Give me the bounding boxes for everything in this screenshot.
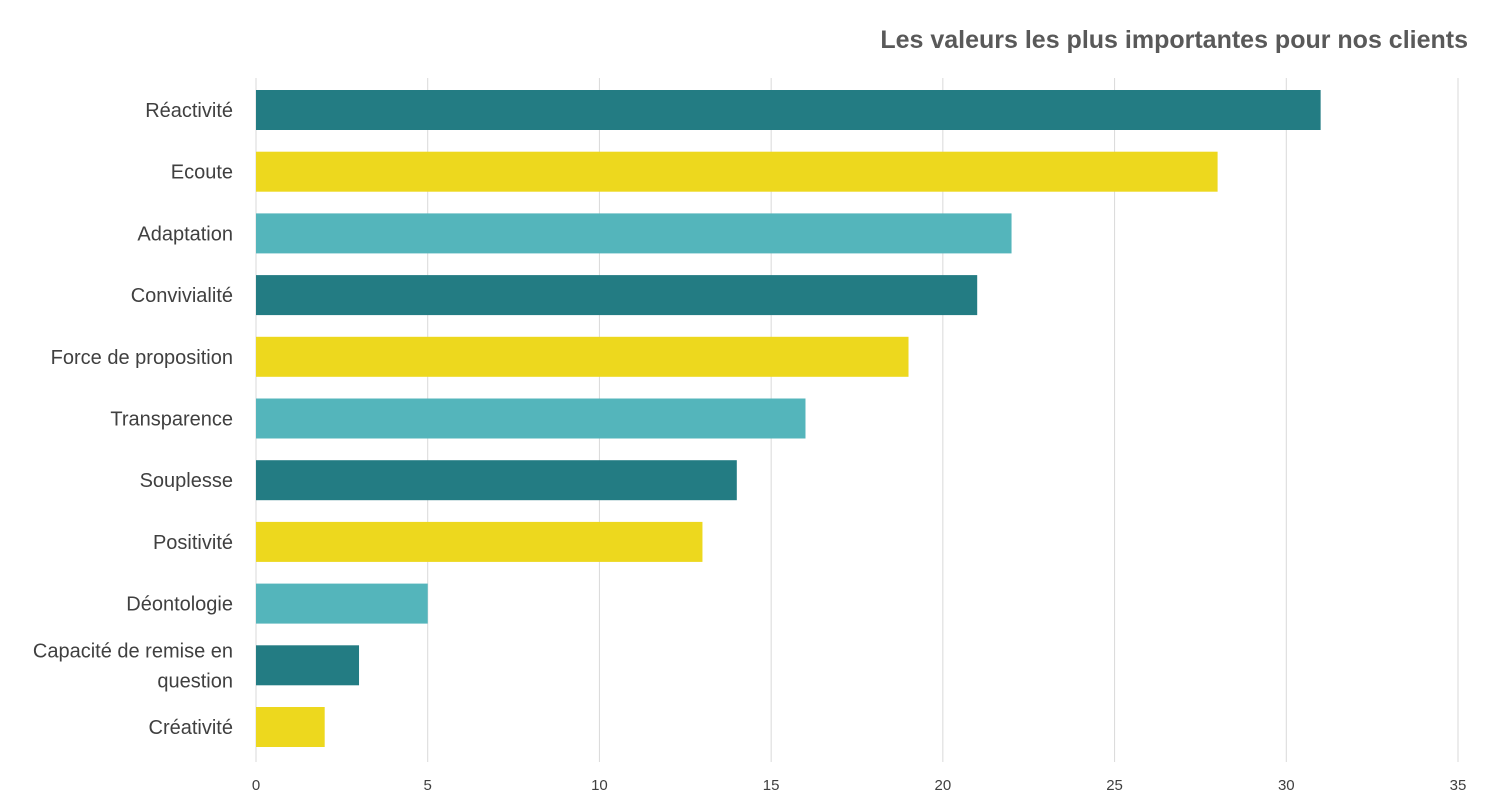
bar <box>256 521 703 562</box>
x-tick-label: 5 <box>424 777 432 794</box>
category-label-line: Positivité <box>153 532 233 554</box>
x-tick-label: 35 <box>1450 777 1467 794</box>
bar <box>256 213 1012 254</box>
bar <box>256 645 360 686</box>
category-label: Souplesse <box>140 470 233 492</box>
chart-title: Les valeurs les plus importantes pour no… <box>880 26 1468 54</box>
category-label-line: Déontologie <box>126 594 233 616</box>
x-tick-label: 20 <box>935 777 952 794</box>
bar <box>256 90 1321 130</box>
x-tick-label: 30 <box>1278 777 1295 794</box>
category-label: Transparence <box>110 409 233 431</box>
bar <box>256 151 1218 192</box>
category-label: Déontologie <box>126 594 233 616</box>
category-label-line: Souplesse <box>140 470 233 492</box>
bar <box>256 275 978 316</box>
category-label-line: Convivialité <box>131 285 233 307</box>
category-label: Force de proposition <box>51 347 233 369</box>
category-label: Créativité <box>149 717 233 739</box>
category-label: Convivialité <box>131 285 233 307</box>
category-label-line: Adaptation <box>137 223 233 245</box>
category-label: Réactivité <box>145 100 233 122</box>
bar <box>256 707 325 747</box>
category-label: Adaptation <box>137 223 233 245</box>
x-tick-label: 10 <box>591 777 608 794</box>
category-label-line: Réactivité <box>145 100 233 122</box>
bar <box>256 336 909 377</box>
x-tick-label: 25 <box>1106 777 1123 794</box>
category-label-line: Créativité <box>149 717 233 739</box>
category-label-line: Transparence <box>110 409 233 431</box>
category-label-line: Force de proposition <box>51 347 233 369</box>
category-label: Ecoute <box>171 162 233 184</box>
category-label: Positivité <box>153 532 233 554</box>
bar <box>256 460 737 501</box>
bar <box>256 583 428 624</box>
category-label: Capacité de remise en question <box>33 640 233 692</box>
x-tick-label: 15 <box>763 777 780 794</box>
bar <box>256 398 806 439</box>
category-label-line: Capacité de remise en <box>33 640 233 662</box>
category-label-line: Ecoute <box>171 162 233 184</box>
category-label-line: question <box>157 670 233 692</box>
x-tick-label: 0 <box>252 777 260 794</box>
